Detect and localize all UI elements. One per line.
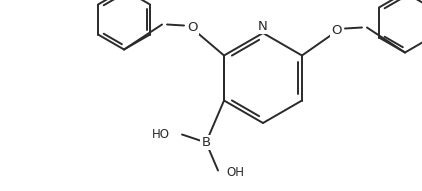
Text: B: B: [201, 136, 211, 149]
Text: OH: OH: [226, 166, 244, 179]
Text: O: O: [187, 21, 197, 34]
Text: HO: HO: [152, 128, 170, 141]
Text: N: N: [258, 19, 268, 32]
Text: O: O: [332, 24, 342, 37]
